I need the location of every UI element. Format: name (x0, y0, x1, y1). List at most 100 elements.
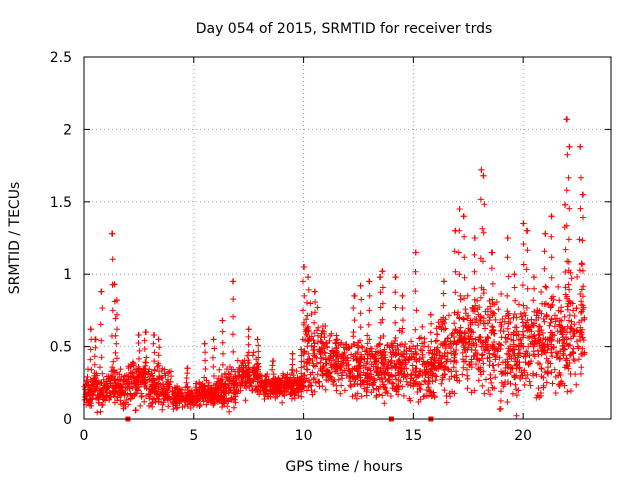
data-point (457, 324, 464, 331)
data-point (538, 289, 545, 295)
data-point (393, 387, 400, 393)
data-point (551, 323, 558, 330)
data-point (300, 358, 307, 365)
data-point (570, 307, 577, 314)
data-point (289, 356, 296, 363)
data-point (382, 389, 389, 396)
data-point (315, 332, 321, 339)
data-point (327, 332, 334, 339)
data-point (392, 319, 399, 326)
data-point (375, 355, 382, 362)
data-point (569, 300, 576, 307)
data-point (577, 370, 584, 377)
data-point (432, 372, 438, 379)
data-point (141, 379, 148, 386)
data-point (211, 345, 218, 352)
data-point (245, 357, 252, 364)
data-point (395, 376, 402, 383)
data-point (566, 352, 573, 359)
data-point (433, 346, 440, 353)
data-point (548, 336, 555, 343)
data-point (335, 376, 342, 383)
data-point (114, 397, 121, 404)
data-point (461, 233, 468, 240)
data-point (224, 403, 231, 410)
data-point (337, 341, 344, 348)
data-point (377, 274, 384, 281)
data-point (556, 321, 563, 328)
data-point (311, 350, 318, 357)
data-point (350, 353, 357, 360)
data-point (174, 404, 181, 411)
data-point (111, 281, 118, 288)
data-point (83, 395, 90, 402)
data-point (308, 311, 315, 317)
data-point (414, 342, 421, 349)
data-point (471, 387, 478, 394)
data-point (483, 376, 489, 383)
data-point (440, 314, 447, 321)
data-point (311, 388, 318, 395)
data-point (373, 392, 380, 399)
data-point (560, 327, 567, 334)
data-point (581, 314, 588, 321)
data-point (412, 346, 419, 352)
data-point (535, 347, 541, 354)
data-point (482, 338, 489, 345)
data-point (114, 355, 120, 362)
data-point (406, 355, 413, 362)
data-point (434, 337, 440, 344)
data-point (512, 381, 519, 388)
data-point (357, 324, 364, 331)
data-point (466, 327, 473, 334)
data-point (92, 378, 99, 385)
data-point (356, 362, 363, 369)
data-point (545, 370, 551, 377)
data-point (366, 365, 373, 372)
data-point (489, 249, 496, 256)
data-point (498, 323, 505, 330)
data-point (196, 403, 203, 410)
data-point (380, 333, 387, 339)
data-point (360, 379, 367, 386)
data-point (250, 378, 257, 385)
data-point (508, 355, 515, 362)
data-point (461, 274, 468, 281)
data-point (341, 387, 348, 394)
data-point (492, 374, 499, 381)
data-point (488, 308, 494, 315)
data-point (427, 347, 434, 354)
data-point (151, 358, 158, 365)
data-point (540, 384, 547, 391)
data-point (369, 382, 376, 389)
data-point (504, 292, 511, 299)
data-point (106, 396, 113, 403)
data-point (364, 340, 371, 347)
data-point (231, 404, 237, 411)
data-point (150, 340, 157, 347)
data-point (230, 313, 237, 320)
x-tick-label: 10 (295, 428, 313, 444)
data-point (574, 338, 580, 345)
data-point (461, 316, 467, 323)
data-point (328, 374, 334, 381)
data-point (220, 384, 227, 391)
data-point (99, 401, 106, 408)
data-point (541, 248, 548, 255)
data-point (97, 364, 103, 371)
data-point (261, 384, 268, 391)
data-point (135, 340, 142, 346)
data-point (414, 389, 421, 395)
data-point (579, 237, 586, 244)
data-point (487, 391, 493, 398)
data-point (324, 344, 331, 351)
data-point (539, 330, 546, 336)
data-point (535, 323, 542, 330)
data-point (384, 369, 391, 376)
data-point (377, 304, 384, 311)
data-point (579, 191, 586, 198)
data-point (254, 386, 260, 393)
data-point (238, 373, 245, 380)
data-point (370, 363, 377, 370)
data-point (452, 350, 459, 357)
